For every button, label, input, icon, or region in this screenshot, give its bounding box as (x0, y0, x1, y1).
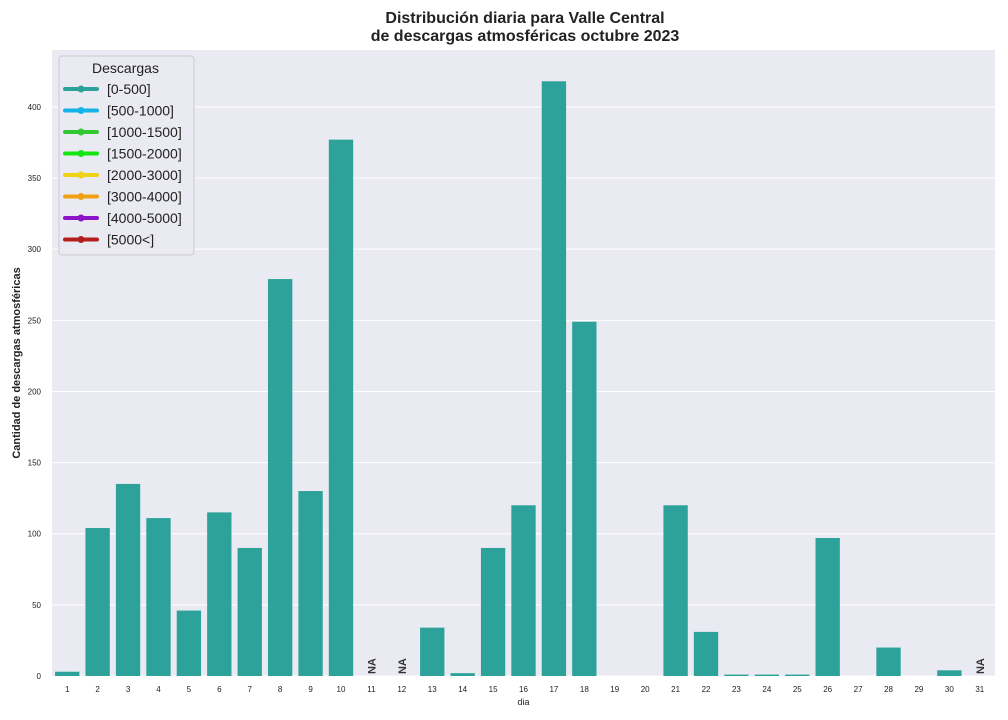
y-tick-label: 150 (28, 459, 42, 468)
bar (450, 673, 475, 676)
y-tick-label: 0 (37, 672, 42, 681)
x-tick-label: 5 (187, 685, 192, 694)
bar (876, 647, 901, 676)
x-tick-label: 25 (793, 685, 802, 694)
x-tick-label: 8 (278, 685, 283, 694)
bar (176, 610, 202, 676)
x-tick-label: 26 (823, 685, 832, 694)
x-tick-label: 28 (884, 685, 893, 694)
bar (785, 674, 810, 676)
legend-swatch-marker (77, 107, 85, 114)
na-label: NA (975, 658, 987, 674)
x-tick-label: 4 (156, 685, 161, 694)
legend-entry-label: [1000-1500] (107, 124, 182, 140)
na-label: NA (366, 658, 378, 674)
x-tick-label: 27 (854, 685, 863, 694)
bar (480, 547, 506, 676)
bar (146, 518, 171, 676)
x-tick-label: 21 (671, 685, 680, 694)
x-tick-label: 11 (367, 685, 376, 694)
x-tick-label: 20 (641, 685, 650, 694)
x-tick-label: 3 (126, 685, 131, 694)
x-tick-label: 22 (702, 685, 711, 694)
x-tick-label: 13 (428, 685, 437, 694)
bar (937, 670, 962, 676)
y-tick-label: 50 (32, 601, 41, 610)
x-tick-label: 10 (337, 685, 346, 694)
x-tick-label: 19 (610, 685, 619, 694)
y-tick-label: 300 (28, 245, 42, 254)
bar (420, 627, 445, 676)
y-tick-label: 100 (28, 530, 42, 539)
legend-swatch-marker (77, 128, 85, 136)
x-tick-label: 31 (975, 685, 984, 694)
legend-entry-label: [500-1000] (107, 103, 174, 119)
legend-swatch-marker (77, 193, 85, 200)
x-tick-label: 14 (458, 685, 467, 694)
x-tick-label: 18 (580, 685, 589, 694)
x-tick-label: 12 (397, 685, 406, 694)
legend-entry-label: [0-500] (107, 81, 151, 97)
na-label: NA (397, 658, 409, 674)
legend-swatch-marker (77, 236, 85, 243)
y-tick-label: 250 (28, 316, 42, 325)
bar (541, 81, 567, 677)
bar (572, 321, 597, 676)
legend-entry-label: [1500-2000] (107, 146, 182, 162)
chart-title-line2: de descargas atmosféricas octubre 2023 (370, 28, 680, 45)
bar (724, 674, 749, 676)
bar (693, 631, 719, 676)
bar (663, 505, 688, 676)
x-tick-label: 2 (95, 685, 100, 694)
x-tick-label: 17 (549, 685, 558, 694)
x-tick-label: 15 (489, 685, 498, 694)
bar (115, 483, 141, 676)
x-tick-label: 24 (762, 685, 771, 694)
bar (55, 671, 80, 676)
x-tick-label: 6 (217, 685, 222, 694)
y-tick-label: 400 (28, 103, 42, 112)
legend-entry-label: [2000-3000] (107, 167, 182, 183)
bar (328, 139, 354, 676)
legend-swatch-marker (77, 214, 85, 222)
legend-entry-label: [5000<] (107, 232, 154, 248)
x-tick-label: 29 (914, 685, 923, 694)
x-tick-label: 7 (247, 685, 252, 694)
y-axis-label: Cantidad de descargas atmosféricas (11, 267, 23, 458)
legend-title: Descargas (92, 60, 159, 76)
bar (85, 528, 110, 676)
bar (815, 537, 840, 676)
legend-swatch-marker (77, 85, 85, 93)
bar (237, 547, 262, 676)
bar (267, 279, 293, 676)
x-tick-label: 30 (945, 685, 954, 694)
legend-entry-label: [3000-4000] (107, 189, 182, 205)
y-tick-label: 350 (28, 174, 42, 183)
legend-entry-label: [4000-5000] (107, 210, 182, 226)
x-tick-label: 23 (732, 685, 741, 694)
legend-box (58, 55, 195, 256)
bar (511, 505, 536, 676)
y-tick-label: 200 (28, 387, 42, 396)
legend-swatch-marker (77, 150, 85, 157)
chart-title-line1: Distribución diaria para Valle Central (385, 10, 665, 27)
bar (207, 512, 232, 676)
x-tick-label: 16 (519, 685, 528, 694)
bar (754, 674, 780, 676)
legend-swatch-marker (77, 171, 85, 179)
x-tick-label: 9 (308, 685, 313, 694)
x-axis-label: dia (517, 697, 529, 707)
x-tick-label: 1 (65, 685, 70, 694)
bar (298, 491, 323, 676)
